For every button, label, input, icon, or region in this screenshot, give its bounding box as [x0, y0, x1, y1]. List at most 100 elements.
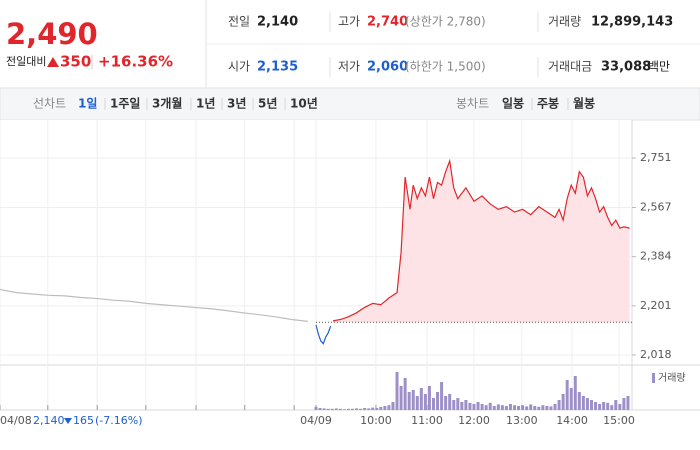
volume-bar: [541, 405, 545, 410]
stat-label: 저가: [338, 60, 360, 74]
volume-bar: [500, 405, 504, 410]
period-tab[interactable]: 3년: [227, 97, 246, 111]
volume-bar: [504, 406, 508, 410]
tab-group-label: 봉차트: [456, 97, 489, 111]
volume-bar: [423, 394, 427, 410]
volume-bar: [484, 405, 488, 410]
volume-bar: [375, 408, 379, 410]
down-arrow: [64, 418, 72, 424]
prev-change: 165: [73, 414, 94, 427]
stat-label: 고가: [338, 15, 360, 29]
volume-legend-swatch: [652, 373, 655, 383]
prev-rate: (-7.16%): [95, 414, 143, 427]
volume-bar: [314, 406, 318, 410]
volume-bar: [472, 404, 476, 410]
period-tab[interactable]: 1년: [196, 97, 215, 111]
x-tick-label: 11:00: [411, 414, 443, 427]
candle-tab[interactable]: 일봉: [502, 97, 524, 111]
volume-bar: [456, 398, 460, 410]
stat-note: (상한가 2,780): [405, 15, 486, 29]
volume-bar: [326, 408, 330, 410]
price-line: [332, 158, 630, 322]
stat-value: 33,088: [601, 60, 651, 75]
volume-bar: [427, 386, 431, 410]
stat-value: 12,899,143: [591, 15, 673, 30]
price-line: [315, 324, 332, 345]
stat-unit: 백만: [648, 60, 670, 74]
period-tab[interactable]: 1일: [78, 97, 97, 111]
volume-bar: [577, 392, 581, 410]
volume-bar: [549, 406, 553, 410]
volume-bar: [606, 402, 610, 410]
stat-label: 전일: [228, 15, 250, 29]
change-label: 전일대비: [6, 54, 46, 68]
volume-bar: [565, 380, 569, 410]
period-tab[interactable]: 3개월: [152, 96, 182, 111]
x-tick-label: 15:00: [603, 414, 635, 427]
volume-bar: [476, 402, 480, 410]
volume-legend: 거래량: [658, 372, 686, 384]
volume-bar: [419, 388, 423, 410]
volume-bar: [431, 398, 435, 410]
volume-bar: [444, 396, 448, 410]
volume-bar: [383, 406, 387, 410]
stat-label: 거래대금: [548, 60, 592, 74]
volume-bar: [602, 402, 606, 410]
volume-bar: [355, 408, 359, 410]
volume-bar: [387, 405, 391, 410]
volume-bar: [342, 409, 346, 410]
volume-bar: [346, 408, 350, 410]
volume-bar: [395, 372, 399, 410]
volume-bar: [440, 382, 444, 410]
volume-bar: [594, 402, 598, 410]
candle-tab[interactable]: 주봉: [537, 97, 559, 111]
y-tick-label: 2,018: [640, 348, 672, 361]
y-tick-label: 2,567: [640, 200, 672, 213]
volume-bar: [330, 408, 334, 410]
stat-value: 2,060: [367, 60, 408, 75]
volume-bar: [525, 406, 529, 410]
x-tick-label: 12:00: [458, 414, 490, 427]
volume-bar: [318, 408, 322, 410]
stat-label: 거래량: [548, 15, 581, 29]
volume-bar: [492, 406, 496, 410]
volume-bar: [533, 406, 537, 410]
volume-bar: [598, 404, 602, 410]
volume-bar: [626, 396, 630, 410]
area-fill: [333, 160, 630, 323]
x-tick-label: 14:00: [556, 414, 588, 427]
volume-bar: [452, 400, 456, 410]
volume-bar: [618, 404, 622, 410]
stat-note: (하한가 1,500): [405, 60, 486, 74]
tab-group-label: 선차트: [33, 97, 66, 111]
volume-bar: [553, 404, 557, 410]
volume-bar: [464, 400, 468, 410]
volume-bar: [581, 396, 585, 410]
candle-tab[interactable]: 월봉: [573, 96, 595, 111]
y-tick-label: 2,201: [640, 299, 672, 312]
stat-label: 시가: [228, 60, 250, 74]
volume-bar: [557, 400, 561, 410]
period-tab[interactable]: 1주일: [110, 97, 140, 111]
tab-bar: [0, 87, 700, 121]
volume-bar: [334, 408, 338, 410]
period-tab[interactable]: 5년: [258, 97, 277, 111]
volume-bar: [350, 408, 354, 410]
y-tick-label: 2,751: [640, 151, 672, 164]
volume-bar: [529, 404, 533, 410]
volume-bar: [488, 402, 492, 410]
stat-value: 2,135: [257, 60, 298, 75]
volume-bar: [537, 406, 541, 410]
x-tick-label: 13:00: [506, 414, 538, 427]
period-tab[interactable]: 10년: [290, 97, 318, 111]
volume-bar: [367, 408, 371, 410]
change-amount: 350: [60, 53, 91, 71]
volume-bar: [569, 388, 573, 410]
volume-bar: [480, 404, 484, 410]
volume-bar: [614, 400, 618, 410]
volume-bar: [496, 404, 500, 410]
volume-bar: [513, 405, 517, 410]
volume-bar: [460, 402, 464, 410]
stat-value: 2,140: [257, 15, 298, 30]
